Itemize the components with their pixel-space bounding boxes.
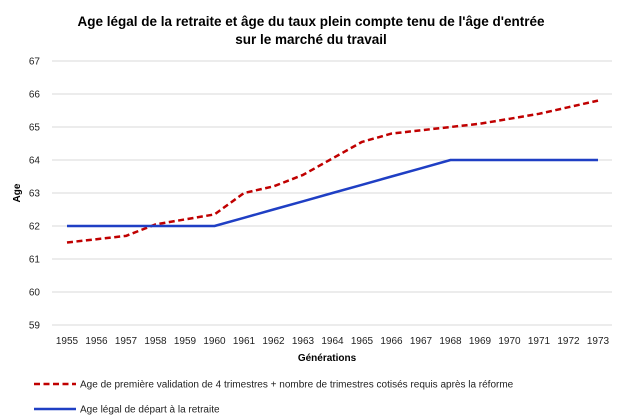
series-line-1 xyxy=(66,99,599,244)
x-tick-labels: 1955 1956 1957 1958 1959 1960 1961 1962 1963 1964… xyxy=(56,336,610,347)
y-tick-label: 65 xyxy=(29,123,41,134)
y-tick-label: 67 xyxy=(29,57,41,68)
y-tick-label: 66 xyxy=(29,90,41,101)
x-tick-label: 1970 xyxy=(498,336,521,347)
x-tick-label: 1969 xyxy=(469,336,492,347)
series-lines xyxy=(66,99,599,244)
y-tick-label: 62 xyxy=(29,222,41,233)
legend: Age de première validation de 4 trimestr… xyxy=(34,380,514,416)
x-tick-label: 1963 xyxy=(292,336,315,347)
x-tick-label: 1962 xyxy=(262,336,285,347)
x-tick-label: 1961 xyxy=(233,336,256,347)
x-axis-title: Générations xyxy=(298,353,357,364)
y-tick-label: 60 xyxy=(29,288,41,299)
legend-label-2: Age légal de départ à la retraite xyxy=(80,405,220,416)
y-tick-labels: 59 60 61 62 63 64 65 66 67 xyxy=(29,57,41,332)
x-tick-label: 1958 xyxy=(144,336,167,347)
chart-title-line-1: Age légal de la retraite et âge du taux … xyxy=(77,14,545,29)
x-tick-label: 1968 xyxy=(439,336,462,347)
x-tick-label: 1959 xyxy=(174,336,197,347)
y-tick-label: 61 xyxy=(29,255,41,266)
y-tick-label: 63 xyxy=(29,189,41,200)
y-tick-label: 64 xyxy=(29,156,41,167)
x-tick-label: 1967 xyxy=(410,336,433,347)
y-tick-label: 59 xyxy=(29,321,41,332)
x-tick-label: 1956 xyxy=(85,336,108,347)
x-tick-label: 1957 xyxy=(115,336,138,347)
x-tick-label: 1973 xyxy=(587,336,610,347)
y-axis-title: Age xyxy=(12,183,23,202)
x-tick-label: 1971 xyxy=(528,336,551,347)
x-tick-label: 1965 xyxy=(351,336,374,347)
x-tick-label: 1964 xyxy=(321,336,344,347)
x-tick-label: 1960 xyxy=(203,336,226,347)
legend-label-1: Age de première validation de 4 trimestr… xyxy=(80,380,514,391)
x-tick-label: 1955 xyxy=(56,336,79,347)
x-tick-label: 1966 xyxy=(380,336,403,347)
x-tick-label: 1972 xyxy=(557,336,580,347)
chart-title-line-2: sur le marché du travail xyxy=(235,32,387,47)
